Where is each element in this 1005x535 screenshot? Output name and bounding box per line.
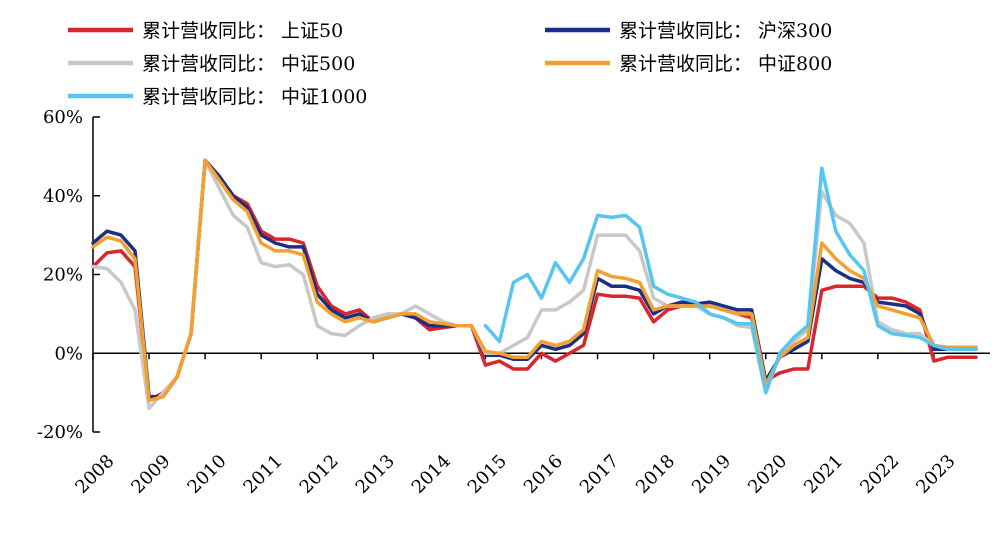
legend-label: 累计营收同比： 中证1000 (142, 86, 367, 108)
legend-label: 累计营收同比： 中证500 (142, 53, 355, 75)
x-tick-label: 2014 (408, 451, 455, 498)
x-tick-label: 2018 (632, 451, 679, 498)
x-tick-label: 2021 (800, 451, 847, 498)
x-tick-label: 2019 (688, 451, 735, 498)
x-tick-label: 2011 (239, 451, 286, 498)
legend-label: 累计营收同比： 上证50 (142, 20, 343, 42)
y-tick-label: 0% (54, 343, 83, 364)
x-tick-label: 2020 (744, 451, 791, 498)
legend-label: 累计营收同比： 中证800 (619, 53, 832, 75)
y-tick-label: -20% (37, 422, 83, 443)
legend: 累计营收同比： 上证50 累计营收同比： 沪深300 累计营收同比： 中证500 累计… (68, 20, 832, 108)
x-tick-label: 2013 (352, 451, 399, 498)
legend-label: 累计营收同比： 沪深300 (619, 20, 832, 42)
x-tick-label: 2012 (296, 451, 343, 498)
x-tick-label: 2008 (71, 451, 118, 498)
x-tick-label: 2009 (127, 451, 174, 498)
y-tick-label: 40% (43, 186, 83, 207)
series-line-0 (91, 158, 978, 403)
axes: 60%40%20%0%-20%2008 2009 2010 2011 2012 2013 2… (37, 107, 990, 498)
x-tick-label: 2017 (576, 451, 623, 498)
x-tick-label: 2023 (912, 451, 959, 498)
series-layer (91, 158, 978, 411)
x-tick-label: 2010 (183, 451, 230, 498)
series-line-4 (483, 166, 978, 395)
series-line-1 (91, 158, 978, 399)
x-tick-label: 2022 (856, 451, 903, 498)
x-tick-label: 2016 (520, 451, 567, 498)
x-tick-label: 2015 (464, 451, 511, 498)
series-line-3 (91, 158, 978, 403)
y-tick-label: 60% (43, 107, 83, 128)
y-tick-label: 20% (43, 265, 83, 286)
